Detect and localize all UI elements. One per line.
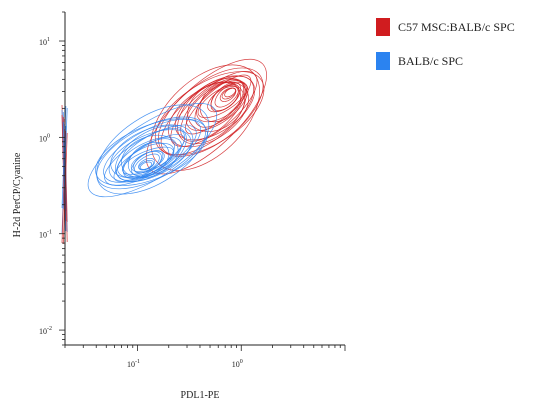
series-1-contour-ring bbox=[121, 134, 179, 179]
series-1-contour-ring bbox=[96, 104, 210, 195]
series-1-contour-ring bbox=[138, 160, 154, 170]
series-1-contour-ring bbox=[87, 103, 218, 198]
series-0-contour-ring bbox=[180, 78, 246, 142]
legend-label-balbc: BALB/c SPC bbox=[398, 53, 464, 68]
x-tick-label: 100 bbox=[232, 359, 243, 369]
series-0-contour-ring bbox=[219, 87, 237, 102]
y-tick-label: 10-1 bbox=[39, 230, 52, 240]
series-0-contour-ring bbox=[168, 81, 249, 148]
y-tick-label-exp: -1 bbox=[47, 230, 52, 236]
series-0-contours bbox=[145, 58, 267, 175]
legend-item-balbc: BALB/c SPC bbox=[376, 50, 515, 72]
series-0-contour-ring bbox=[154, 71, 265, 156]
y-axis-title: H-2d PerCP/Cyanine bbox=[12, 152, 23, 237]
contour-layer bbox=[87, 58, 267, 198]
series-0-contour-ring bbox=[185, 74, 252, 135]
series-0-contour-ring bbox=[199, 82, 242, 123]
y-tick-label: 100 bbox=[39, 133, 50, 143]
x-tick-label: 10-1 bbox=[127, 359, 140, 369]
legend: C57 MSC:BALB/c SPC BALB/c SPC bbox=[376, 16, 515, 84]
series-1-contour-ring bbox=[130, 150, 165, 173]
y-tick-label-exp: -2 bbox=[47, 326, 52, 332]
series-0-contour-ring bbox=[196, 80, 247, 123]
series-1-contour-ring bbox=[108, 129, 192, 183]
x-tick-label-exp: 0 bbox=[240, 359, 243, 365]
series-1-contour-ring bbox=[138, 157, 156, 171]
series-1-contour-ring bbox=[127, 141, 170, 177]
series-0-contour-ring bbox=[186, 80, 249, 131]
y-tick-label-exp: 0 bbox=[47, 133, 50, 139]
legend-swatch-c57 bbox=[376, 18, 390, 36]
y-tick-label: 101 bbox=[39, 37, 50, 47]
legend-label-c57: C57 MSC:BALB/c SPC bbox=[398, 19, 515, 34]
series-1-contour-ring bbox=[103, 118, 202, 183]
x-tick-label-exp: -1 bbox=[135, 359, 140, 365]
series-1-contour-ring bbox=[122, 138, 175, 179]
series-1-contours bbox=[87, 103, 218, 198]
y-tick-label: 10-2 bbox=[39, 326, 52, 336]
y-tick-label-exp: 1 bbox=[47, 37, 50, 43]
series-0-contour-ring bbox=[160, 75, 255, 156]
legend-swatch-balbc bbox=[376, 52, 390, 70]
x-axis-title: PDL1-PE bbox=[181, 390, 220, 401]
legend-item-c57: C57 MSC:BALB/c SPC bbox=[376, 16, 515, 38]
